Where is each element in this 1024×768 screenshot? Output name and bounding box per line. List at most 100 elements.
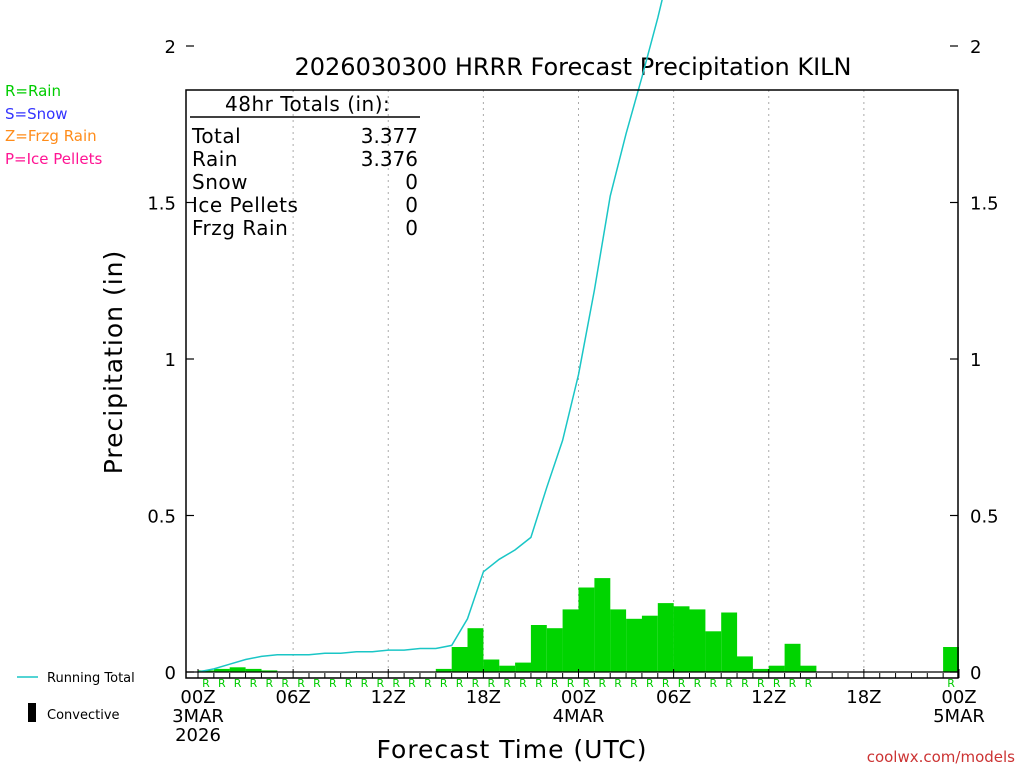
xtick-date-4: 4MAR (553, 706, 605, 727)
rain-marker-32: R (694, 677, 702, 690)
precip-bar-30 (657, 603, 674, 672)
precip-bar-27 (610, 609, 627, 672)
legend-ice-pellets: P=Ice Pellets (5, 150, 103, 168)
rain-marker-28: R (630, 677, 638, 690)
totals-value-3: 0 (405, 193, 418, 217)
rain-marker-23: R (551, 677, 559, 690)
xtick-label-8: 00Z (941, 687, 976, 708)
rain-marker-5: R (265, 677, 273, 690)
xtick-label-3: 18Z (466, 687, 501, 708)
precip-bar-29 (641, 615, 658, 672)
precip-bar-22 (530, 625, 547, 672)
totals-value-0: 3.377 (361, 124, 418, 148)
legend-snow: S=Snow (5, 105, 68, 123)
rain-marker-10: R (345, 677, 353, 690)
rain-marker-22: R (535, 677, 543, 690)
vertical-gridlines (292, 90, 865, 678)
xtick-label-1: 06Z (276, 687, 311, 708)
y-axis-label: Precipitation (in) (99, 250, 128, 475)
rain-marker-8: R (313, 677, 321, 690)
totals-value-1: 3.376 (361, 147, 418, 171)
precip-bar-36 (752, 668, 769, 672)
xtick-date-8: 5MAR (933, 706, 985, 727)
rain-marker-38: R (789, 677, 797, 690)
rain-marker-34: R (725, 677, 733, 690)
rain-marker-1: R (202, 677, 210, 690)
legend-rain: R=Rain (5, 82, 61, 100)
rain-marker-14: R (408, 677, 416, 690)
ytick-label-left-1: 0.5 (147, 507, 176, 528)
totals-label-0: Total (191, 124, 241, 148)
totals-label-2: Snow (192, 170, 248, 194)
precip-bar-20 (499, 665, 516, 672)
precip-bar-3 (229, 667, 246, 672)
convective-legend-swatch (28, 703, 36, 722)
rain-marker-11: R (361, 677, 369, 690)
totals-box: 48hr Totals (in): Total 3.377 Rain 3.376 Sno… (190, 92, 420, 240)
precip-bar-31 (673, 606, 690, 672)
xtick-label-4: 00Z (561, 687, 596, 708)
rain-marker-15: R (424, 677, 432, 690)
precip-bar-23 (546, 628, 563, 672)
rain-marker-33: R (709, 677, 717, 690)
ytick-label-left-3: 1.5 (147, 194, 176, 215)
precip-bar-5 (261, 670, 278, 672)
rain-marker-27: R (614, 677, 622, 690)
precip-bar-25 (578, 587, 595, 672)
rain-marker-30: R (662, 677, 670, 690)
xtick-label-2: 12Z (371, 687, 406, 708)
rain-marker-7: R (297, 677, 305, 690)
rain-marker-16: R (440, 677, 448, 690)
precip-bar-32 (689, 609, 706, 672)
rain-marker-31: R (678, 677, 686, 690)
ytick-label-right-4: 2 (970, 37, 981, 58)
precip-bar-24 (562, 609, 579, 672)
ytick-label-right-1: 0.5 (970, 507, 999, 528)
xtick-label-5: 06Z (656, 687, 691, 708)
ytick-label-right-2: 1 (970, 350, 981, 371)
rain-marker-6: R (281, 677, 289, 690)
hourly-precip-bars (198, 578, 959, 672)
rain-marker-17: R (456, 677, 464, 690)
ytick-label-left-0: 0 (165, 663, 176, 684)
rain-marker-20: R (503, 677, 511, 690)
rain-marker-2: R (218, 677, 226, 690)
precip-bar-48 (943, 647, 959, 672)
series-legend: Running Total Convective (17, 671, 135, 723)
precip-bar-35 (737, 656, 753, 672)
xtick-year-0: 2026 (175, 725, 221, 746)
plot-frame (185, 89, 959, 679)
precip-bar-4 (245, 668, 262, 672)
ytick-label-left-2: 1 (165, 350, 176, 371)
totals-value-2: 0 (405, 170, 418, 194)
rain-marker-39: R (805, 677, 813, 690)
precip-bar-39 (800, 665, 817, 672)
rain-marker-29: R (646, 677, 654, 690)
xtick-label-7: 18Z (846, 687, 881, 708)
totals-value-4: 0 (405, 216, 418, 240)
rain-marker-4: R (250, 677, 258, 690)
running-total-legend-label: Running Total (47, 671, 135, 686)
precip-bar-18 (467, 628, 484, 672)
precip-bar-21 (515, 662, 531, 672)
rain-marker-18: R (472, 677, 480, 690)
rain-marker-13: R (392, 677, 400, 690)
totals-label-4: Frzg Rain (192, 216, 288, 240)
x-axis-label: Forecast Time (UTC) (377, 735, 648, 764)
precip-bar-2 (213, 668, 230, 672)
running-total-line (197, 0, 663, 673)
precip-bar-37 (768, 665, 785, 672)
rain-marker-25: R (583, 677, 591, 690)
xtick-date-0: 3MAR (172, 706, 224, 727)
precip-bar-16 (435, 668, 452, 672)
chart-title: 2026030300 HRRR Forecast Precipitation K… (295, 53, 852, 81)
precip-bar-28 (626, 618, 642, 672)
ytick-label-right-3: 1.5 (970, 194, 999, 215)
ytick-label-right-0: 0 (970, 663, 981, 684)
rain-marker-24: R (567, 677, 575, 690)
rain-marker-48: R (947, 677, 955, 690)
